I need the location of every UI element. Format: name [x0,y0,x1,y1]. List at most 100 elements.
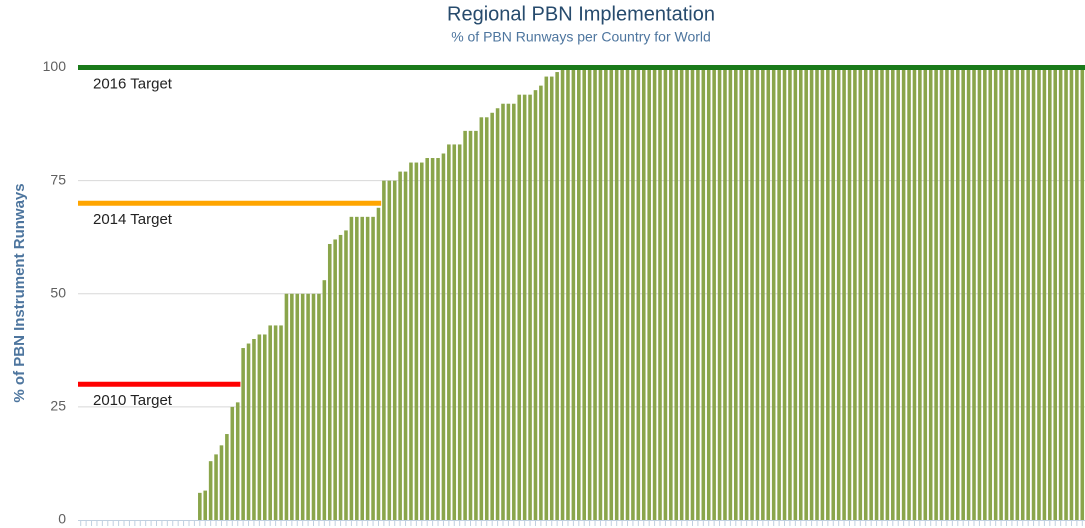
bar [436,158,440,520]
bar [728,67,733,520]
bar [652,67,657,520]
y-tick-label: 50 [50,284,66,300]
bar [777,67,781,520]
target-label: 2014 Target [93,211,173,228]
bar [474,130,478,521]
target-label: 2010 Target [93,392,173,409]
bar [858,67,863,520]
bar [198,492,202,520]
bar [484,117,489,520]
bar [614,67,619,520]
y-tick-label: 100 [43,58,67,74]
bar [815,67,819,520]
bar [566,67,570,520]
bar [593,67,597,520]
bar [907,67,911,520]
bar [279,325,283,520]
bar [793,67,798,520]
bar [284,293,289,520]
y-tick-label: 25 [50,398,66,414]
bar [690,67,695,520]
bar [744,67,749,520]
bar [647,67,651,520]
bar [912,67,917,520]
bar [257,334,262,520]
bar [717,67,722,520]
bar [945,67,949,520]
bar [457,144,462,520]
bar [679,67,684,520]
bar [235,402,240,520]
bar [577,67,581,520]
bar [317,293,321,520]
bar [901,67,906,520]
bar [208,461,213,520]
bar [923,67,928,520]
bar [999,67,1003,520]
bar [1069,67,1074,520]
bar [214,454,218,520]
bar [539,85,543,520]
bar [723,67,727,520]
bar [988,67,993,520]
bar [582,67,586,520]
bar [392,180,397,521]
bar [885,67,890,520]
bar [398,171,402,520]
bar [631,67,635,520]
bar [598,67,603,520]
bar [658,67,662,520]
bar [669,67,673,520]
bar [663,67,668,520]
bar [641,67,646,520]
bar [533,90,538,521]
bar [955,67,960,520]
bar [891,67,895,520]
bar [609,67,614,520]
bar [225,434,229,520]
bar [831,67,836,520]
bar [625,67,630,520]
bar [506,103,511,520]
bar [1020,67,1025,520]
bar [365,216,370,520]
bar [939,67,944,520]
bar [1031,67,1036,520]
bar [468,130,473,521]
bar [1048,67,1052,520]
bar [836,67,841,520]
chart-title: Regional PBN Implementation [447,3,715,25]
bar [360,216,365,520]
bar [961,67,965,520]
bar [219,445,224,520]
y-axis-label: % of PBN Instrument Runways [11,183,28,402]
bar [1015,67,1020,520]
bar [528,94,532,520]
bar [1004,67,1009,520]
bar [252,339,256,520]
bar [950,67,955,520]
bar [766,67,771,520]
bar [983,67,987,520]
bar [993,67,998,520]
bar [403,171,408,520]
target-label: 2016 Target [93,75,173,92]
bar [522,94,527,520]
bar [1058,67,1063,520]
bar [387,180,392,521]
bar [203,490,208,520]
bar [788,67,792,520]
bar [333,239,337,521]
bar [918,67,922,520]
bar [750,67,754,520]
bar [1075,67,1079,520]
bar [826,67,830,520]
bar [696,67,700,520]
bar [620,67,624,520]
bar [739,67,743,520]
bar [414,162,419,520]
bar [230,406,235,520]
bar [382,180,386,521]
bar [896,67,901,520]
bar [798,67,803,520]
